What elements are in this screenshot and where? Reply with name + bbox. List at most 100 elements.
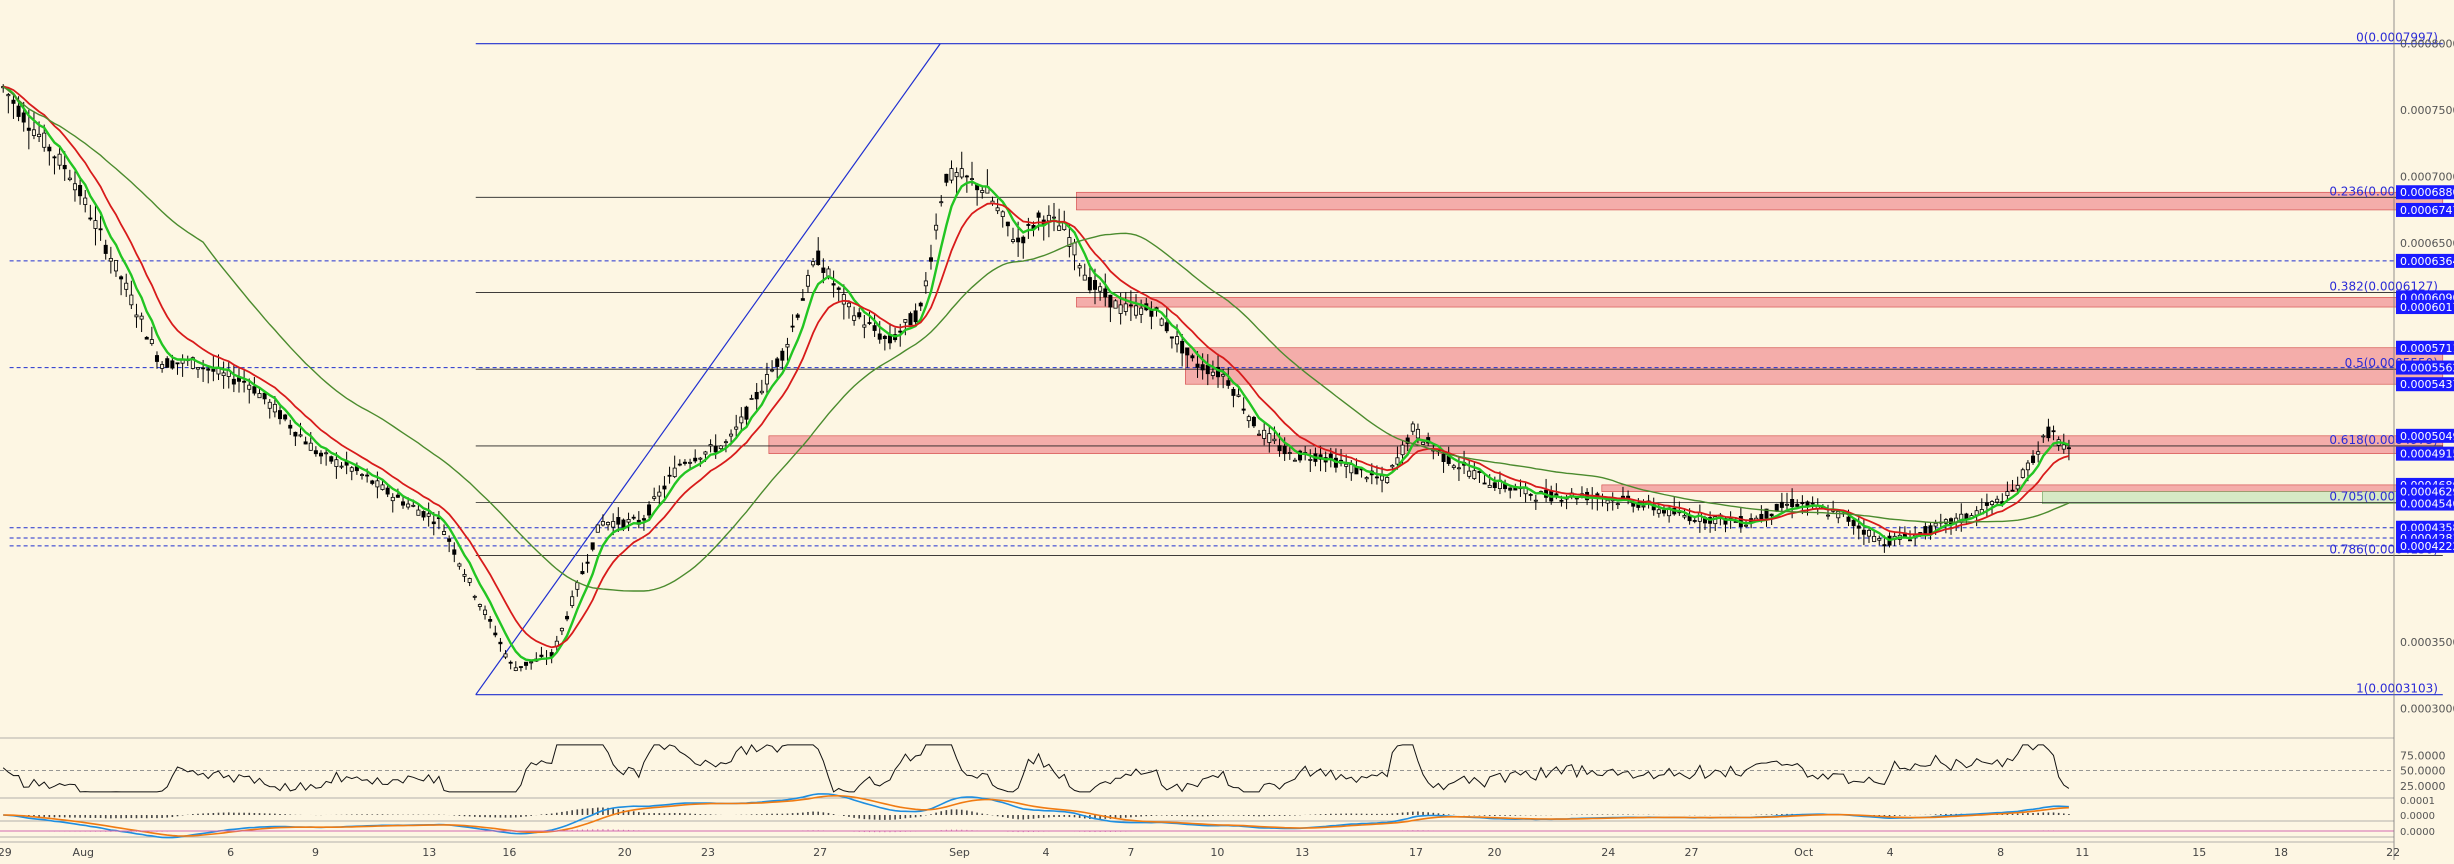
candle-body xyxy=(1692,520,1697,522)
price-tag-label: 0.0005711 xyxy=(2400,342,2454,355)
candle-body xyxy=(1882,544,1887,547)
candle-body xyxy=(1067,237,1072,247)
candle-body xyxy=(149,339,154,344)
candle-body xyxy=(923,280,928,287)
candle-body xyxy=(11,99,16,104)
candle-body xyxy=(508,661,513,664)
candle-body xyxy=(1605,499,1610,504)
candle-body xyxy=(113,260,118,272)
candle-body xyxy=(1164,322,1169,332)
candle-body xyxy=(1277,445,1282,452)
candle-body xyxy=(1451,465,1456,468)
candle-body xyxy=(31,129,36,136)
candle-body xyxy=(631,516,636,519)
indicator-panes-layer xyxy=(0,737,2394,839)
x-tick-label: Aug xyxy=(73,846,94,859)
x-tick-label: 20 xyxy=(618,846,632,859)
zone-red xyxy=(768,435,2444,454)
candle-body xyxy=(677,463,682,466)
candle-body xyxy=(2036,451,2041,455)
candle-body xyxy=(283,414,288,420)
candle-body xyxy=(1241,408,1246,411)
candle-body xyxy=(401,501,406,506)
candle-body xyxy=(21,112,26,123)
y-tick-label: 0.0003000 xyxy=(2400,702,2454,715)
candle-body xyxy=(672,467,677,478)
fib-swing-line xyxy=(475,43,941,696)
candle-body xyxy=(1195,363,1200,368)
macd-tick-label: 0.0000 xyxy=(2400,811,2435,822)
y-tick-label: 0.0003500 xyxy=(2400,636,2454,649)
candle-body xyxy=(969,178,974,181)
candle-body xyxy=(949,168,954,181)
candle-body xyxy=(1467,470,1472,477)
candle-body xyxy=(805,275,810,287)
candle-body xyxy=(1267,433,1272,443)
candle-body xyxy=(913,310,918,323)
candle-body xyxy=(452,549,457,555)
candle-body xyxy=(1456,467,1461,470)
candle-body xyxy=(457,563,462,567)
candle-body xyxy=(585,561,590,564)
x-tick-label: 9 xyxy=(312,846,319,859)
candle-body xyxy=(790,325,795,328)
candle-body xyxy=(119,276,124,280)
candle-body xyxy=(718,445,723,450)
candle-body xyxy=(165,358,170,368)
candle-body xyxy=(1118,304,1123,314)
candle-body xyxy=(887,335,892,344)
candle-body xyxy=(242,380,247,383)
candle-body xyxy=(262,392,267,400)
x-tick-label: 6 xyxy=(227,846,234,859)
candle-body xyxy=(360,474,365,476)
candle-body xyxy=(954,172,959,178)
candle-body xyxy=(1251,416,1256,427)
signal-line xyxy=(3,795,2069,837)
x-tick-label: 17 xyxy=(1409,846,1423,859)
candle-body xyxy=(621,519,626,528)
candle-body xyxy=(1856,525,1861,529)
candle-body xyxy=(2020,469,2025,478)
candle-body xyxy=(1010,239,1015,242)
candle-body xyxy=(1908,539,1913,542)
candle-body xyxy=(1826,514,1831,517)
candle-body xyxy=(529,661,534,664)
candle-body xyxy=(641,518,646,521)
candle-body xyxy=(1508,487,1513,491)
price-tag-label: 0.0004222 xyxy=(2400,540,2454,553)
candle-body xyxy=(811,261,816,266)
candle-body xyxy=(1374,476,1379,479)
x-tick-label: 16 xyxy=(502,846,516,859)
candle-body xyxy=(898,330,903,333)
price-tag-label: 0.0006017 xyxy=(2400,301,2454,314)
candle-body xyxy=(190,357,195,369)
candle-body xyxy=(1026,224,1031,226)
candle-body xyxy=(934,224,939,231)
candle-body xyxy=(2015,484,2020,490)
candle-body xyxy=(647,504,652,516)
price-tag-label: 0.0004540 xyxy=(2400,498,2454,511)
candle-body xyxy=(657,491,662,497)
candle-body xyxy=(698,457,703,460)
candle-body xyxy=(2025,462,2030,471)
candle-body xyxy=(421,511,426,518)
candle-body xyxy=(498,641,503,645)
x-tick-label: 27 xyxy=(1685,846,1699,859)
price-tag-bg xyxy=(2396,360,2454,375)
candle-body xyxy=(1810,502,1815,505)
candle-body xyxy=(370,480,375,484)
x-tick-label: 23 xyxy=(701,846,715,859)
candle-body xyxy=(472,595,477,598)
candle-body xyxy=(144,336,149,340)
candle-body xyxy=(108,257,113,262)
candle-body xyxy=(488,619,493,622)
candle-body xyxy=(611,521,616,528)
rsi-tick-label: 25.0000 xyxy=(2400,780,2446,793)
candle-body xyxy=(780,350,785,361)
candle-body xyxy=(329,456,334,462)
candle-body xyxy=(1005,221,1010,227)
candle-body xyxy=(1216,366,1221,378)
candle-body xyxy=(1308,458,1313,461)
